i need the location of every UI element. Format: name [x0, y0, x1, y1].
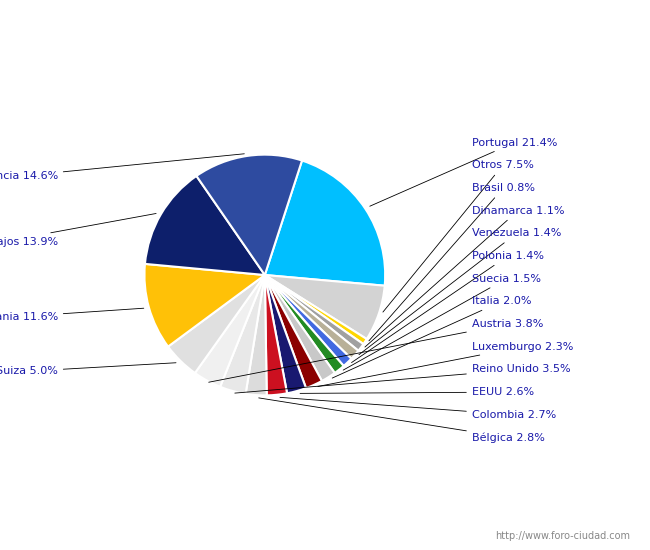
Text: Suecia 1.5%: Suecia 1.5% — [343, 274, 541, 370]
Wedge shape — [265, 275, 352, 366]
Text: Colombia 2.7%: Colombia 2.7% — [280, 397, 556, 420]
Text: Venezuela 1.4%: Venezuela 1.4% — [359, 228, 561, 355]
Text: Ourense - Turistas extranjeros según país - Abril de 2024: Ourense - Turistas extranjeros según paí… — [116, 13, 534, 29]
Wedge shape — [265, 275, 306, 393]
Wedge shape — [145, 176, 265, 275]
Wedge shape — [265, 275, 367, 344]
Text: Francia 14.6%: Francia 14.6% — [0, 154, 244, 182]
Wedge shape — [220, 275, 265, 394]
Wedge shape — [265, 275, 385, 339]
Wedge shape — [265, 161, 385, 286]
Wedge shape — [246, 275, 266, 395]
Text: Otros 7.5%: Otros 7.5% — [383, 160, 534, 312]
Text: Austria 3.8%: Austria 3.8% — [209, 319, 543, 382]
Text: http://www.foro-ciudad.com: http://www.foro-ciudad.com — [495, 531, 630, 541]
Wedge shape — [195, 275, 265, 387]
Text: Luxemburgo 2.3%: Luxemburgo 2.3% — [318, 342, 573, 387]
Text: Italia 2.0%: Italia 2.0% — [332, 296, 531, 378]
Wedge shape — [265, 275, 344, 373]
Text: Polonia 1.4%: Polonia 1.4% — [352, 251, 544, 362]
Wedge shape — [168, 275, 265, 373]
Wedge shape — [265, 275, 358, 359]
Wedge shape — [144, 264, 265, 346]
Text: Portugal 21.4%: Portugal 21.4% — [370, 138, 557, 206]
Wedge shape — [265, 275, 363, 351]
Text: Suiza 5.0%: Suiza 5.0% — [0, 363, 176, 376]
Text: Bélgica 2.8%: Bélgica 2.8% — [259, 398, 545, 443]
Wedge shape — [265, 275, 335, 381]
Text: EEUU 2.6%: EEUU 2.6% — [300, 387, 534, 397]
Wedge shape — [265, 275, 322, 388]
Text: Dinamarca 1.1%: Dinamarca 1.1% — [365, 206, 564, 347]
Text: Brasil 0.8%: Brasil 0.8% — [369, 183, 535, 341]
Text: Reino Unido 3.5%: Reino Unido 3.5% — [235, 365, 571, 393]
Text: Alemania 11.6%: Alemania 11.6% — [0, 308, 144, 322]
Wedge shape — [196, 155, 302, 275]
Text: Países Bajos 13.9%: Países Bajos 13.9% — [0, 213, 156, 246]
Wedge shape — [265, 275, 287, 395]
